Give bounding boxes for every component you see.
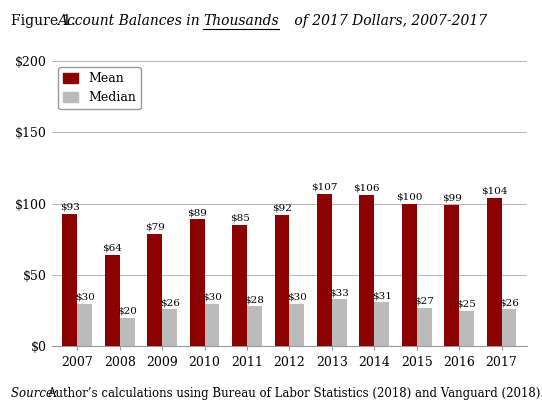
Bar — [247, 306, 262, 346]
Text: $106: $106 — [353, 184, 380, 193]
Bar — [317, 194, 332, 346]
Bar — [459, 311, 474, 346]
Text: $27: $27 — [414, 297, 434, 306]
Text: $28: $28 — [244, 295, 264, 304]
Text: $26: $26 — [499, 298, 519, 307]
Text: $85: $85 — [230, 214, 249, 223]
Text: $26: $26 — [160, 298, 179, 307]
Bar — [332, 299, 347, 346]
Bar — [275, 215, 289, 346]
Text: $30: $30 — [287, 293, 307, 302]
Text: Source:: Source: — [11, 387, 61, 400]
Text: $64: $64 — [102, 244, 122, 253]
Bar — [289, 304, 304, 346]
Text: $93: $93 — [60, 202, 80, 211]
Bar — [78, 304, 92, 346]
Bar — [375, 302, 389, 346]
Text: $20: $20 — [117, 307, 137, 316]
Text: Figure 1.: Figure 1. — [11, 14, 80, 28]
Bar — [147, 234, 162, 346]
Text: $92: $92 — [272, 204, 292, 213]
Bar — [501, 309, 517, 346]
Text: of 2017 Dollars, 2007-2017: of 2017 Dollars, 2007-2017 — [290, 14, 487, 28]
Text: $31: $31 — [372, 291, 392, 300]
Text: $25: $25 — [456, 299, 476, 308]
Bar — [204, 304, 220, 346]
Bar — [402, 204, 417, 346]
Text: Account Balances in: Account Balances in — [57, 14, 204, 28]
Bar — [444, 205, 459, 346]
Text: $33: $33 — [330, 288, 349, 297]
Bar — [162, 309, 177, 346]
Bar — [232, 225, 247, 346]
Text: $107: $107 — [311, 182, 338, 191]
Text: $99: $99 — [442, 194, 462, 203]
Bar — [62, 214, 78, 346]
Bar — [487, 198, 501, 346]
Text: $89: $89 — [187, 208, 207, 217]
Text: $100: $100 — [396, 193, 423, 202]
Text: $104: $104 — [481, 187, 507, 196]
Text: $30: $30 — [75, 293, 95, 302]
Text: Thousands: Thousands — [203, 14, 279, 28]
Bar — [417, 308, 431, 346]
Legend: Mean, Median: Mean, Median — [58, 67, 141, 109]
Text: Author’s calculations using Bureau of Labor Statistics (2018) and Vanguard (2018: Author’s calculations using Bureau of La… — [47, 387, 542, 400]
Bar — [120, 318, 134, 346]
Text: $79: $79 — [145, 222, 165, 231]
Bar — [190, 220, 204, 346]
Bar — [359, 195, 375, 346]
Text: $30: $30 — [202, 293, 222, 302]
Bar — [105, 255, 120, 346]
